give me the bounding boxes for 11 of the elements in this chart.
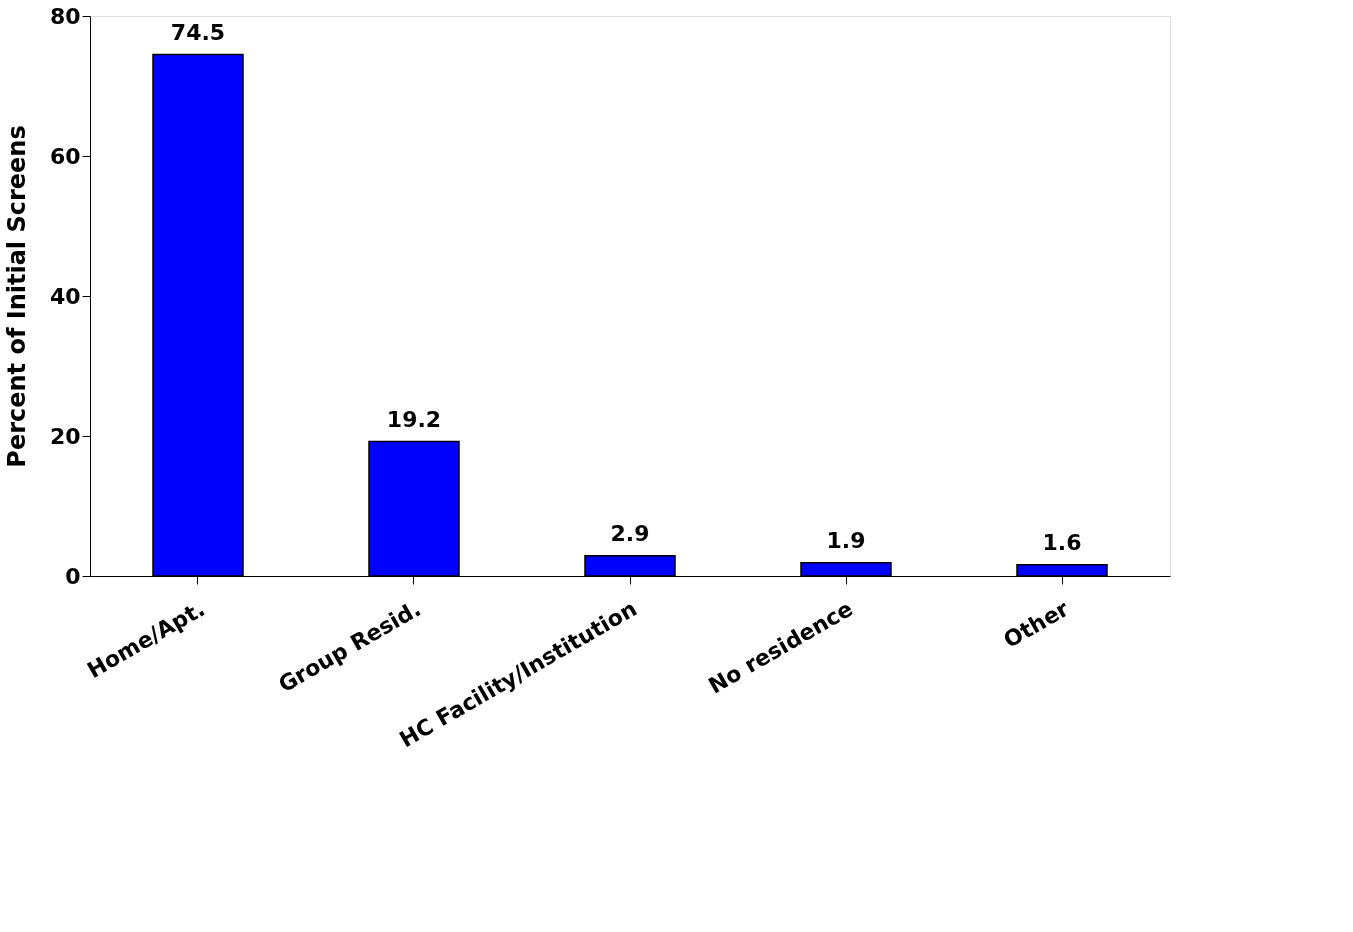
data-label: 74.5 [170,19,226,45]
data-label: 19.2 [386,406,442,432]
y-tick-label: 0 [65,563,81,589]
y-tick-label: 80 [49,3,81,29]
y-tick-label: 40 [49,283,81,309]
data-label: 2.9 [610,520,650,546]
y-tick-label: 20 [49,423,81,449]
data-label: 1.9 [826,527,866,553]
y-axis-title: Percent of Initial Screens [2,125,31,468]
y-tick-label: 60 [49,143,81,169]
data-label: 1.6 [1042,529,1082,555]
